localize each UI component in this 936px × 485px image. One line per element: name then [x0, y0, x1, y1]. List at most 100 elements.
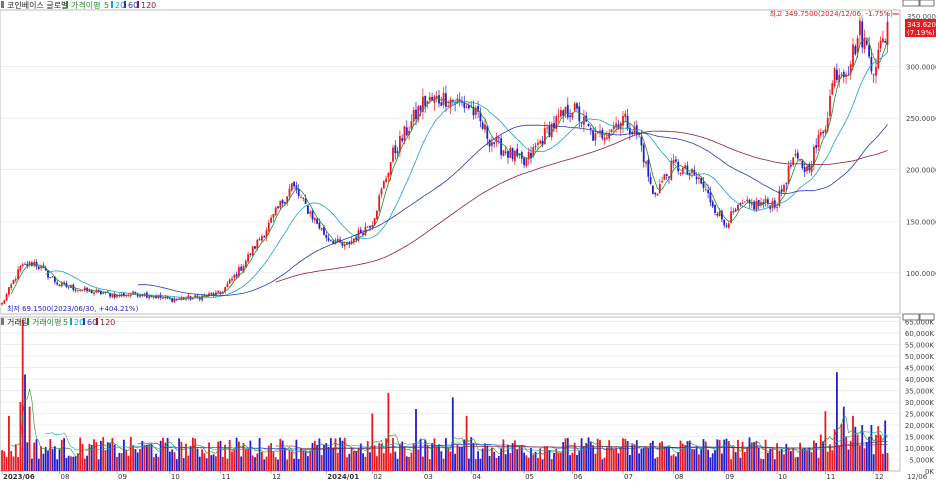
- volume-bar: [424, 440, 427, 471]
- price-moving-averages: [10, 37, 888, 300]
- candle-body: [330, 240, 332, 242]
- volume-bar: [302, 450, 305, 471]
- candle-body: [709, 192, 712, 203]
- candle-body: [392, 147, 394, 162]
- candle-body: [622, 115, 624, 126]
- candle-body: [645, 161, 647, 164]
- candle-body: [366, 226, 369, 228]
- volume-bar: [428, 459, 431, 471]
- volume-bar: [102, 437, 105, 471]
- candle-body: [132, 291, 134, 295]
- candle-body: [704, 189, 707, 191]
- volume-tick-label: 15,000K: [905, 434, 934, 442]
- candle-body: [629, 127, 631, 135]
- candle-body: [433, 96, 436, 103]
- volume-bar: [127, 455, 130, 471]
- volume-bars: [1, 319, 889, 471]
- volume-bar: [447, 448, 450, 471]
- volume-bar: [141, 440, 144, 471]
- volume-bar: [146, 444, 148, 471]
- candle-body: [831, 83, 834, 95]
- candle-body: [447, 105, 450, 108]
- candle-body: [12, 280, 15, 284]
- volume-ma-label: 거래이평: [32, 317, 61, 327]
- candle-body: [242, 266, 245, 272]
- volume-bar: [700, 448, 703, 471]
- volume-bar: [288, 449, 291, 471]
- volume-bar: [822, 441, 824, 471]
- candle-body: [652, 185, 654, 194]
- volume-bar: [47, 450, 49, 471]
- candle-body: [90, 290, 93, 294]
- candle-body: [760, 202, 762, 206]
- candle-body: [210, 292, 213, 294]
- candle-body: [40, 266, 42, 269]
- volume-bar: [603, 457, 606, 471]
- volume-bar: [228, 439, 231, 471]
- volume-bar: [196, 448, 199, 471]
- candle-body: [716, 213, 719, 216]
- volume-bar: [456, 444, 459, 471]
- volume-bar: [870, 425, 873, 471]
- volume-ma-60: 60: [87, 318, 97, 327]
- volume-bar: [491, 447, 493, 471]
- candle-body: [691, 169, 693, 173]
- candle-body: [497, 137, 500, 139]
- volume-bar: [31, 458, 33, 471]
- volume-bar: [718, 440, 721, 471]
- volume-bar: [274, 457, 277, 471]
- candle-body: [661, 181, 663, 183]
- candle-body: [587, 123, 590, 127]
- candle-body: [723, 219, 726, 226]
- candle-body: [539, 140, 542, 144]
- volume-bar: [348, 453, 351, 471]
- price-ma-5: 5: [104, 1, 109, 10]
- volume-bar: [10, 451, 13, 471]
- date-tick-label: 12: [272, 473, 281, 481]
- volume-bar: [77, 453, 79, 471]
- candle-body: [792, 157, 795, 165]
- candle-body: [408, 130, 410, 135]
- volume-bar: [378, 443, 381, 471]
- volume-bar: [201, 449, 203, 471]
- volume-bar: [392, 438, 394, 471]
- candle-body: [872, 73, 875, 75]
- volume-bar: [72, 456, 75, 471]
- volume-bar: [691, 448, 693, 471]
- candle-body: [477, 105, 479, 112]
- candle-body: [240, 266, 243, 271]
- volume-bar: [79, 437, 82, 471]
- volume-bar: [626, 441, 629, 471]
- candle-body: [256, 239, 259, 249]
- candle-body: [702, 181, 705, 188]
- candle-body: [790, 165, 792, 167]
- volume-moving-averages: [11, 388, 888, 457]
- candle-body: [302, 197, 305, 200]
- candle-body: [599, 130, 601, 133]
- volume-bar: [836, 372, 838, 471]
- volume-bar: [780, 448, 783, 471]
- volume-bar: [831, 450, 834, 471]
- volume-bar: [555, 448, 558, 471]
- volume-bar: [767, 452, 769, 471]
- price-candles: [1, 12, 889, 307]
- volume-bar: [530, 447, 532, 471]
- candle-body: [235, 274, 238, 277]
- volume-bar: [251, 455, 254, 471]
- candle-body: [516, 148, 519, 157]
- volume-bar: [369, 452, 371, 471]
- volume-tick-label: 30,000K: [905, 399, 934, 407]
- volume-bar: [364, 456, 367, 471]
- candle-body: [700, 177, 703, 184]
- candle-body: [658, 184, 661, 193]
- volume-bar: [284, 447, 286, 471]
- volume-bar: [343, 437, 346, 471]
- candle-body: [194, 295, 197, 298]
- candle-body: [357, 230, 360, 241]
- volume-bar: [162, 437, 164, 471]
- candle-body: [665, 173, 668, 176]
- volume-bar: [295, 439, 298, 471]
- volume-bar: [293, 458, 295, 471]
- candle-body: [152, 296, 155, 298]
- price-ma20-line: [45, 51, 888, 299]
